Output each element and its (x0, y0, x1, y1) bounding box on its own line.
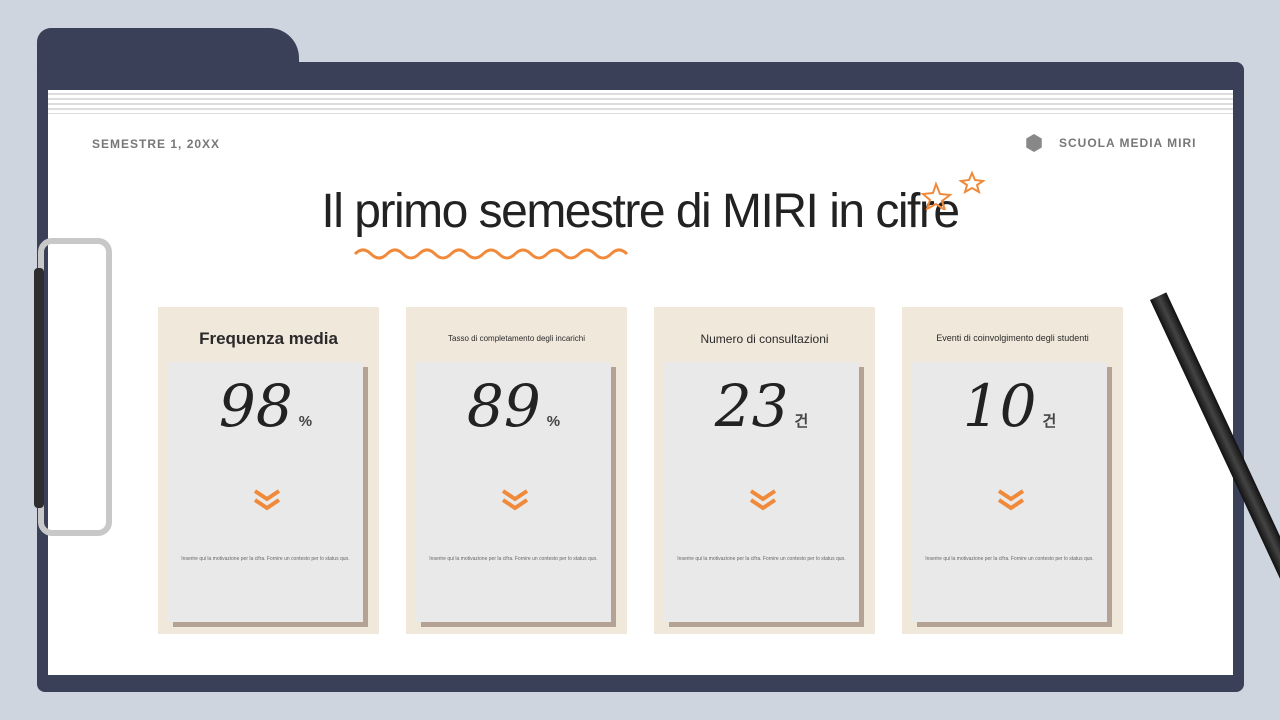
double-chevron-down-icon (997, 489, 1025, 511)
card-title: Frequenza media (199, 329, 338, 348)
stat-card: Frequenza media 98% Inserire qui la moti… (158, 307, 379, 634)
page-title: Il primo semestre di MIRI in cifre (321, 185, 960, 238)
clip-bar (34, 268, 44, 508)
card-title: Tasso di completamento degli incarichi (448, 334, 585, 343)
school-brand: SCUOLA MEDIA MIRI (1025, 134, 1196, 152)
wave-underline-icon (353, 248, 629, 260)
star-doodle-icon (920, 170, 986, 210)
stat-card: Numero di consultazioni 23 건 Inserire qui… (654, 307, 875, 634)
card-unit: % (298, 413, 313, 430)
card-value: 89% (466, 372, 561, 440)
card-title: Numero di consultazioni (700, 332, 829, 346)
double-chevron-down-icon (501, 489, 529, 511)
card-value: 10 건 (962, 372, 1057, 440)
card-value: 23 건 (714, 372, 809, 440)
card-description: Inserire qui la motivazione per la cifra… (925, 556, 1094, 562)
card-title: Eventi di coinvolgimento degli studenti (936, 333, 1089, 343)
card-description: Inserire qui la motivazione per la cifra… (677, 556, 846, 562)
paper-edge (48, 90, 1233, 114)
school-name: SCUOLA MEDIA MIRI (1059, 136, 1197, 150)
semester-label: SEMESTRE 1, 20XX (92, 137, 221, 151)
card-unit: % (546, 413, 561, 430)
card-unit: 건 (1042, 413, 1057, 430)
card-unit: 건 (794, 413, 809, 430)
stat-card: Eventi di coinvolgimento degli studenti … (902, 307, 1123, 634)
stat-card: Tasso di completamento degli incarichi 8… (406, 307, 627, 634)
clip-icon (38, 238, 112, 536)
card-description: Inserire qui la motivazione per la cifra… (181, 556, 350, 562)
school-logo-icon (1026, 134, 1042, 152)
card-value: 98% (218, 372, 313, 440)
double-chevron-down-icon (749, 489, 777, 511)
double-chevron-down-icon (253, 489, 281, 511)
card-description: Inserire qui la motivazione per la cifra… (429, 556, 598, 562)
